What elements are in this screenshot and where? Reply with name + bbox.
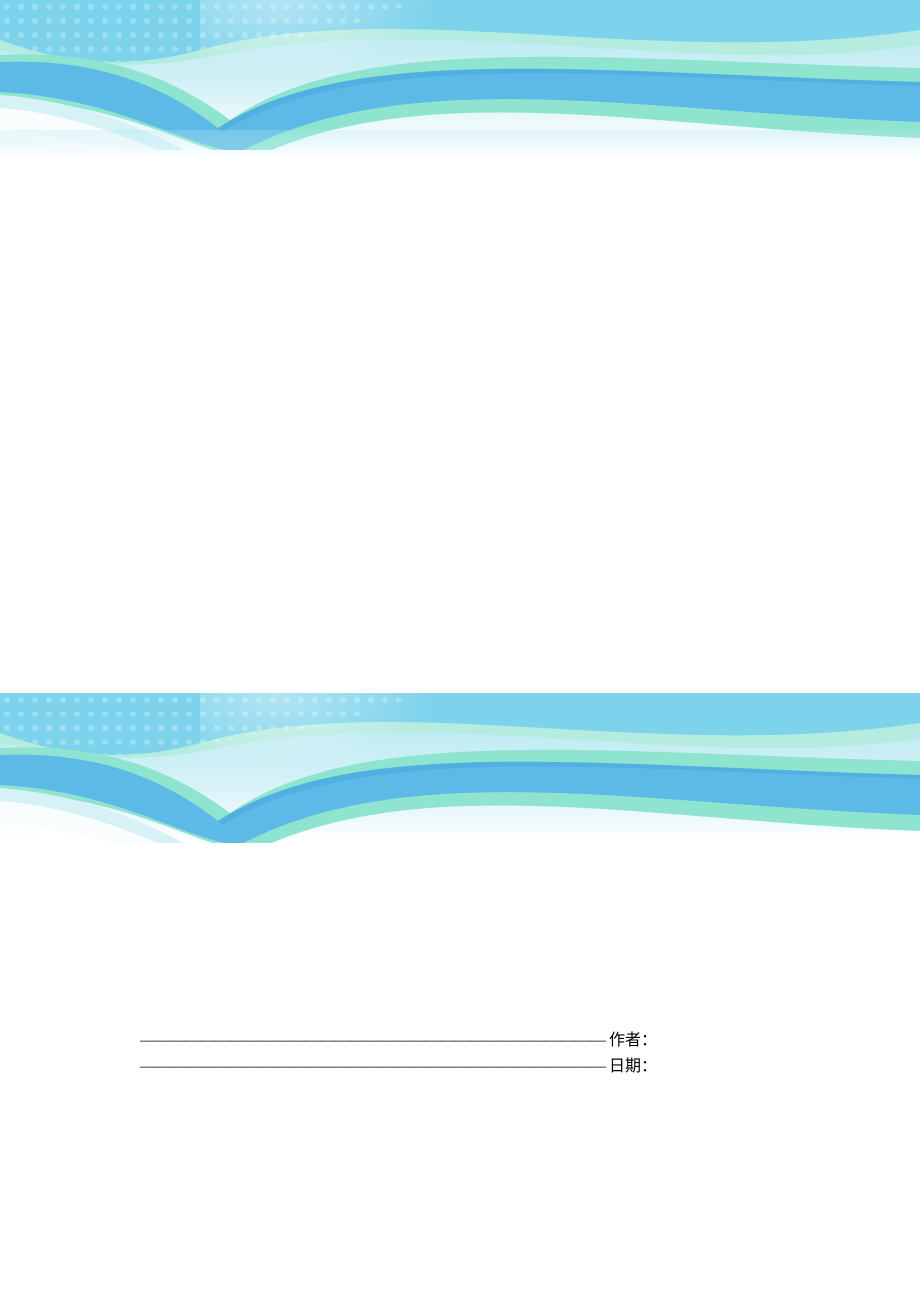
date-label: 日期： bbox=[609, 1054, 657, 1080]
wave-graphic-top bbox=[0, 0, 920, 200]
decorative-banner-bottom bbox=[0, 693, 920, 893]
date-line: ——————————————————————————————— 日期： bbox=[140, 1054, 840, 1080]
wave-graphic-bottom bbox=[0, 693, 920, 893]
date-dash-line: ——————————————————————————————— bbox=[140, 1054, 605, 1080]
decorative-banner-top bbox=[0, 0, 920, 200]
author-dash-line: ——————————————————————————————— bbox=[140, 1028, 605, 1054]
metadata-block: ——————————————————————————————— 作者： ————… bbox=[140, 1028, 840, 1080]
author-line: ——————————————————————————————— 作者： bbox=[140, 1028, 840, 1054]
author-label: 作者： bbox=[609, 1028, 657, 1054]
